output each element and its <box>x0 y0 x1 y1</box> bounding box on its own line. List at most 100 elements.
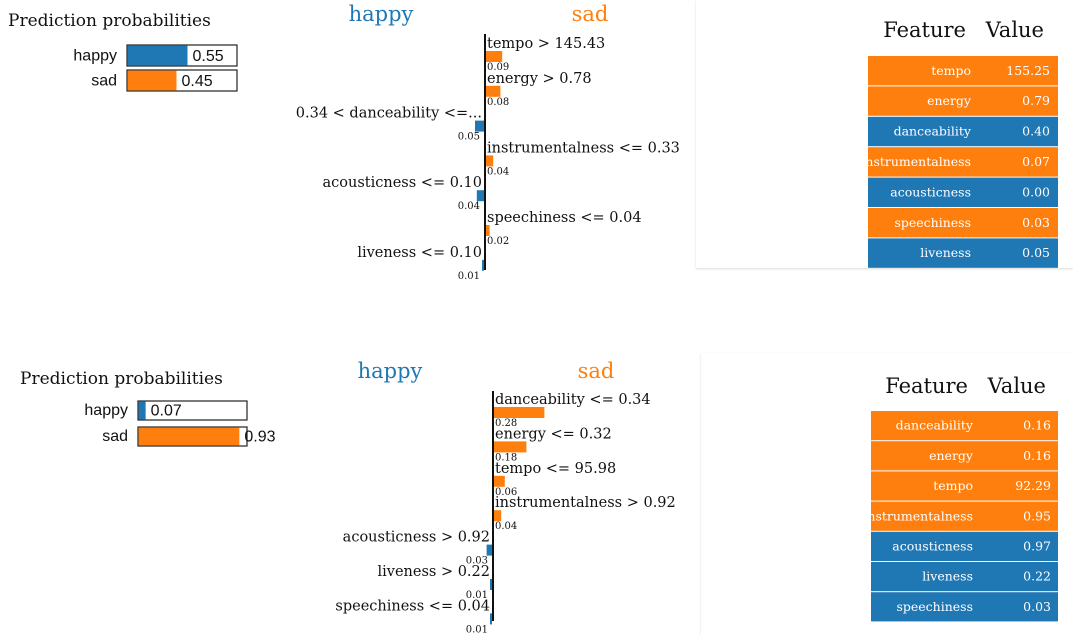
proba-frame-happy <box>137 400 248 421</box>
proba-label-sad: sad <box>91 73 117 90</box>
proba-bar-happy <box>138 401 146 420</box>
feature-bar <box>490 579 492 590</box>
table-header-value: Value <box>985 18 1044 42</box>
feature-value: 0.05 <box>458 132 480 143</box>
table-cell-value: 0.03 <box>1022 215 1050 230</box>
table-cell-value: 0.97 <box>1023 539 1051 554</box>
legend-sad: sad <box>572 2 609 26</box>
proba-label-happy: happy <box>73 48 117 65</box>
table-row-bg <box>871 441 1058 471</box>
proba-bar-happy <box>127 45 188 66</box>
table-row-bg <box>871 592 1058 622</box>
table-cell-value: 0.16 <box>1023 418 1051 433</box>
table-cell-value: 155.25 <box>1006 63 1050 78</box>
table-cell-feature: speechiness <box>894 215 971 230</box>
explanation-panel-1: Prediction probabilities happy 0.55 sad 0.45… <box>8 2 1058 282</box>
table-row-bg <box>871 562 1058 592</box>
table-row-bg <box>871 471 1058 501</box>
feature-value: 0.04 <box>495 521 517 532</box>
table-header-feature: Feature <box>883 18 966 42</box>
table-header-value: Value <box>987 374 1046 398</box>
proba-title: Prediction probabilities <box>20 369 223 389</box>
table-cell-feature: energy <box>929 448 974 463</box>
table-cell-feature: danceability <box>896 418 974 433</box>
feature-bar <box>486 51 503 62</box>
feature-bar <box>494 475 505 487</box>
feature-label: instrumentalness > 0.92 <box>495 495 676 511</box>
feature-bar <box>476 190 484 202</box>
table-row-bg <box>871 531 1058 561</box>
legend-sad: sad <box>578 359 615 383</box>
feature-value: 0.04 <box>487 166 509 177</box>
feature-label: liveness > 0.22 <box>377 564 490 580</box>
feature-label: acousticness <= 0.10 <box>323 175 482 191</box>
feature-label: energy > 0.78 <box>487 71 592 87</box>
table-cell-value: 0.03 <box>1023 599 1051 614</box>
table-cell-feature: liveness <box>922 569 973 584</box>
table-cell-value: 0.07 <box>1022 154 1050 169</box>
feature-value: 0.28 <box>495 418 517 429</box>
feature-label: instrumentalness <= 0.33 <box>487 140 680 156</box>
table-cell-value: 0.05 <box>1022 245 1050 260</box>
feature-bar <box>494 510 502 522</box>
proba-bar-sad <box>127 70 177 91</box>
feature-label: speechiness <= 0.04 <box>487 210 642 226</box>
feature-value: 0.01 <box>466 624 488 635</box>
feature-bar <box>482 259 484 271</box>
table-row-bg <box>868 147 1058 177</box>
table-row-bg <box>868 208 1058 238</box>
feature-label: speechiness <= 0.04 <box>335 598 490 614</box>
table-row-bg <box>868 238 1058 268</box>
proba-value-sad: 0.45 <box>182 73 213 90</box>
feature-value: 0.09 <box>487 62 509 73</box>
legend-happy: happy <box>358 359 423 383</box>
table-cell-feature: liveness <box>920 245 971 260</box>
table-cell-value: 0.95 <box>1023 508 1051 523</box>
proba-label-happy: happy <box>84 402 128 419</box>
feature-bar <box>494 441 527 453</box>
feature-label: 0.34 < danceability <=... <box>296 106 482 122</box>
proba-bar-sad <box>138 427 240 446</box>
table-cell-feature: tempo <box>931 63 971 78</box>
feature-bar <box>490 613 492 625</box>
table-cell-value: 92.29 <box>1015 478 1051 493</box>
feature-value: 0.02 <box>487 236 509 247</box>
table-cell-value: 0.79 <box>1022 93 1050 108</box>
table-cell-value: 0.00 <box>1022 184 1050 199</box>
feature-bar <box>486 544 492 556</box>
feature-bar <box>494 407 545 418</box>
table-cell-feature: acousticness <box>890 184 971 199</box>
feature-label: liveness <= 0.10 <box>357 245 482 261</box>
table-header-feature: Feature <box>885 374 968 398</box>
feature-value: 0.06 <box>495 487 517 498</box>
table-row-bg <box>871 411 1058 441</box>
table-cell-value: 0.22 <box>1023 569 1051 584</box>
proba-value-happy: 0.55 <box>193 48 224 65</box>
table-cell-value: 0.16 <box>1023 448 1051 463</box>
feature-label: tempo <= 95.98 <box>495 461 616 477</box>
table-cell-feature: danceability <box>894 124 972 139</box>
proba-value-sad: 0.93 <box>244 428 275 445</box>
table-row-bg <box>868 116 1058 147</box>
feature-value: 0.18 <box>495 452 517 463</box>
table-cell-feature: energy <box>927 93 972 108</box>
proba-title: Prediction probabilities <box>8 11 211 31</box>
explanation-chart-2: Prediction probabilities happy 0.07 sad 0.93… <box>20 359 1058 635</box>
proba-label-sad: sad <box>102 428 128 445</box>
table-cell-feature: instrumentalness <box>861 154 971 169</box>
table-cell-value: 0.40 <box>1022 124 1050 139</box>
feature-value: 0.04 <box>458 201 480 212</box>
feature-bar <box>475 120 484 132</box>
table-cell-feature: acousticness <box>892 539 973 554</box>
table-cell-feature: speechiness <box>896 599 973 614</box>
feature-label: tempo > 145.43 <box>487 36 605 52</box>
feature-label: acousticness > 0.92 <box>343 530 490 546</box>
table-cell-feature: tempo <box>933 478 973 493</box>
feature-bar <box>486 85 501 97</box>
feature-bar <box>486 225 490 236</box>
explanation-panel-2: Prediction probabilities happy 0.07 sad 0.93… <box>0 353 1073 635</box>
feature-value: 0.03 <box>466 556 488 567</box>
proba-value-happy: 0.07 <box>151 402 182 419</box>
explanation-chart-1: Prediction probabilities happy 0.55 sad 0.45… <box>8 2 1058 282</box>
feature-value: 0.01 <box>466 590 488 601</box>
